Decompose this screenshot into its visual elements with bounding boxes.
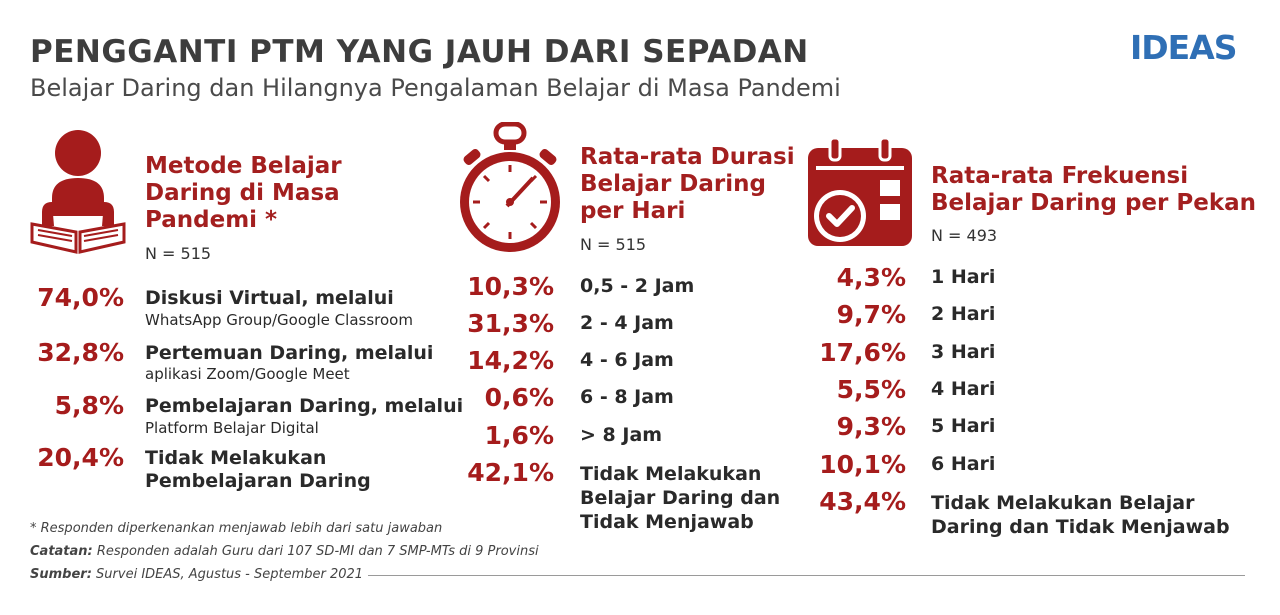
section1-pct: 5,8%: [54, 391, 124, 420]
section2-label-line: Belajar Daring dan: [580, 487, 781, 509]
section1-sublabel: WhatsApp Group/Google Classroom: [145, 311, 413, 329]
stopwatch-icon: [460, 122, 560, 252]
logo-text: IDEAS: [1130, 28, 1238, 67]
section3-label: 5 Hari: [931, 415, 996, 437]
section3-n: N = 493: [931, 226, 998, 245]
section2-pct: 1,6%: [484, 421, 554, 450]
footnote-sumber: Sumber: Survei IDEAS, Agustus - Septembe…: [30, 567, 363, 582]
section3-label: Tidak Melakukan Belajar Daring dan Tidak…: [931, 491, 1230, 539]
footnote-respondents: * Responden diperkenankan menjawab lebih…: [30, 521, 443, 536]
section3-label-line: Daring dan Tidak Menjawab: [931, 516, 1230, 538]
section1-pct: 32,8%: [37, 338, 124, 367]
section2-label: 2 - 4 Jam: [580, 312, 674, 334]
section3-pct: 10,1%: [819, 450, 906, 479]
section1-sublabel: aplikasi Zoom/Google Meet: [145, 365, 350, 383]
section2-label-line: Tidak Melakukan: [580, 463, 762, 485]
section2-title: Rata-rata Durasi Belajar Daring per Hari: [580, 144, 795, 225]
section2-pct: 10,3%: [467, 272, 554, 301]
section3-label: 6 Hari: [931, 453, 996, 475]
section3-pct: 9,7%: [836, 300, 906, 329]
section3-pct: 43,4%: [819, 487, 906, 516]
section2-label: 0,5 - 2 Jam: [580, 275, 695, 297]
section2-n: N = 515: [580, 235, 647, 254]
section2-pct: 42,1%: [467, 458, 554, 487]
section2-pct: 31,3%: [467, 309, 554, 338]
section1-title-line: Metode Belajar: [145, 153, 342, 179]
section3-title-line: Belajar Daring per Pekan: [931, 190, 1257, 216]
calendar-check-icon: [808, 136, 912, 246]
page-subtitle: Belajar Daring dan Hilangnya Pengalaman …: [30, 74, 841, 102]
section3-label: 2 Hari: [931, 303, 996, 325]
section2-pct: 14,2%: [467, 346, 554, 375]
section2-title-line: per Hari: [580, 198, 686, 224]
section1-title-line: Pandemi *: [145, 207, 278, 233]
footnote-sumber-text: Survei IDEAS, Agustus - September 2021: [96, 567, 364, 582]
section1-label: Pertemuan Daring, melalui: [145, 342, 434, 364]
footnote-catatan-label: Catatan:: [30, 544, 93, 559]
section1-label: Pembelajaran Daring, melalui: [145, 395, 464, 417]
section2-title-line: Belajar Daring: [580, 171, 766, 197]
person-reading-book-icon: [30, 130, 126, 254]
section1-n: N = 515: [145, 244, 212, 263]
section1-sublabel: Platform Belajar Digital: [145, 419, 319, 437]
section1-pct: 74,0%: [37, 283, 124, 312]
footnote-catatan-text: Responden adalah Guru dari 107 SD-MI dan…: [96, 544, 539, 559]
page-title: PENGGANTI PTM YANG JAUH DARI SEPADAN: [30, 34, 809, 70]
section3-pct: 5,5%: [836, 375, 906, 404]
section3-label: 4 Hari: [931, 378, 996, 400]
section1-title-line: Daring di Masa: [145, 180, 340, 206]
section3-pct: 17,6%: [819, 338, 906, 367]
section2-pct: 0,6%: [484, 383, 554, 412]
footnote-sumber-label: Sumber:: [30, 567, 92, 582]
section1-sublabel: Pembelajaran Daring: [145, 470, 371, 492]
section3-label-line: Tidak Melakukan Belajar: [931, 492, 1195, 514]
section2-title-line: Rata-rata Durasi: [580, 144, 795, 170]
section3-title-line: Rata-rata Frekuensi: [931, 163, 1189, 189]
section2-label: Tidak Melakukan Belajar Daring dan Tidak…: [580, 462, 780, 534]
section2-label: > 8 Jam: [580, 424, 663, 446]
section1-label: Diskusi Virtual, melalui: [145, 287, 394, 309]
footnote-catatan: Catatan: Responden adalah Guru dari 107 …: [30, 544, 539, 559]
section1-pct: 20,4%: [37, 443, 124, 472]
section2-label-line: Tidak Menjawab: [580, 511, 754, 533]
ideas-logo: IDEAS: [1130, 30, 1250, 78]
section3-pct: 4,3%: [836, 263, 906, 292]
section3-title: Rata-rata Frekuensi Belajar Daring per P…: [931, 163, 1256, 217]
section1-title: Metode Belajar Daring di Masa Pandemi *: [145, 153, 342, 234]
footer-divider: [368, 575, 1245, 576]
section2-label: 6 - 8 Jam: [580, 386, 674, 408]
section3-label: 1 Hari: [931, 266, 996, 288]
section2-label: 4 - 6 Jam: [580, 349, 674, 371]
section3-pct: 9,3%: [836, 412, 906, 441]
section1-label: Tidak Melakukan: [145, 447, 327, 469]
section3-label: 3 Hari: [931, 341, 996, 363]
